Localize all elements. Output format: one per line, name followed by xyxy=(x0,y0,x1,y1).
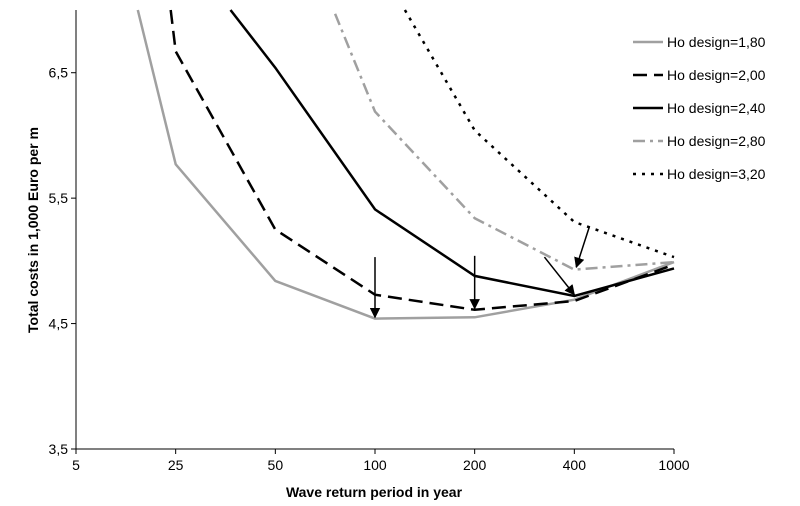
x-tick-label: 200 xyxy=(463,457,487,473)
legend-label-4: Ho design=2,80 xyxy=(667,133,766,149)
series-line-5 xyxy=(403,9,675,259)
y-tick-label: 5,5 xyxy=(49,190,69,206)
annotation-arrow-4 xyxy=(574,226,590,269)
legend-label-3: Ho design=2,40 xyxy=(667,100,766,116)
x-axis-title: Wave return period in year xyxy=(286,484,463,500)
legend-label-2: Ho design=2,00 xyxy=(667,67,766,83)
axes: 5 25 50 100 200 400 1000 3,5 4,5 5,5 6,5 xyxy=(49,10,690,473)
series-line-2 xyxy=(169,9,675,312)
x-tick-label: 400 xyxy=(563,457,587,473)
y-tick-label: 4,5 xyxy=(49,316,69,332)
series-line-3 xyxy=(229,9,675,298)
legend-label-5: Ho design=3,20 xyxy=(667,166,766,182)
y-axis-title: Total costs in 1,000 Euro per m xyxy=(25,127,41,333)
legend-label-1: Ho design=1,80 xyxy=(667,34,766,50)
y-tick-label: 3,5 xyxy=(49,441,69,457)
series-line-1 xyxy=(136,9,675,320)
x-tick-label: 100 xyxy=(363,457,387,473)
annotation-arrow-3 xyxy=(543,256,575,296)
y-tick-label: 6,5 xyxy=(49,65,69,81)
series-lines xyxy=(136,9,675,320)
x-tick-label: 5 xyxy=(72,457,80,473)
series-line-4 xyxy=(333,13,675,271)
x-tick-label: 50 xyxy=(268,457,284,473)
annotations xyxy=(369,226,590,319)
x-tick-label: 25 xyxy=(168,457,184,473)
x-tick-label: 1000 xyxy=(658,457,689,473)
legend: Ho design=1,80 Ho design=2,00 Ho design=2,… xyxy=(633,34,766,182)
